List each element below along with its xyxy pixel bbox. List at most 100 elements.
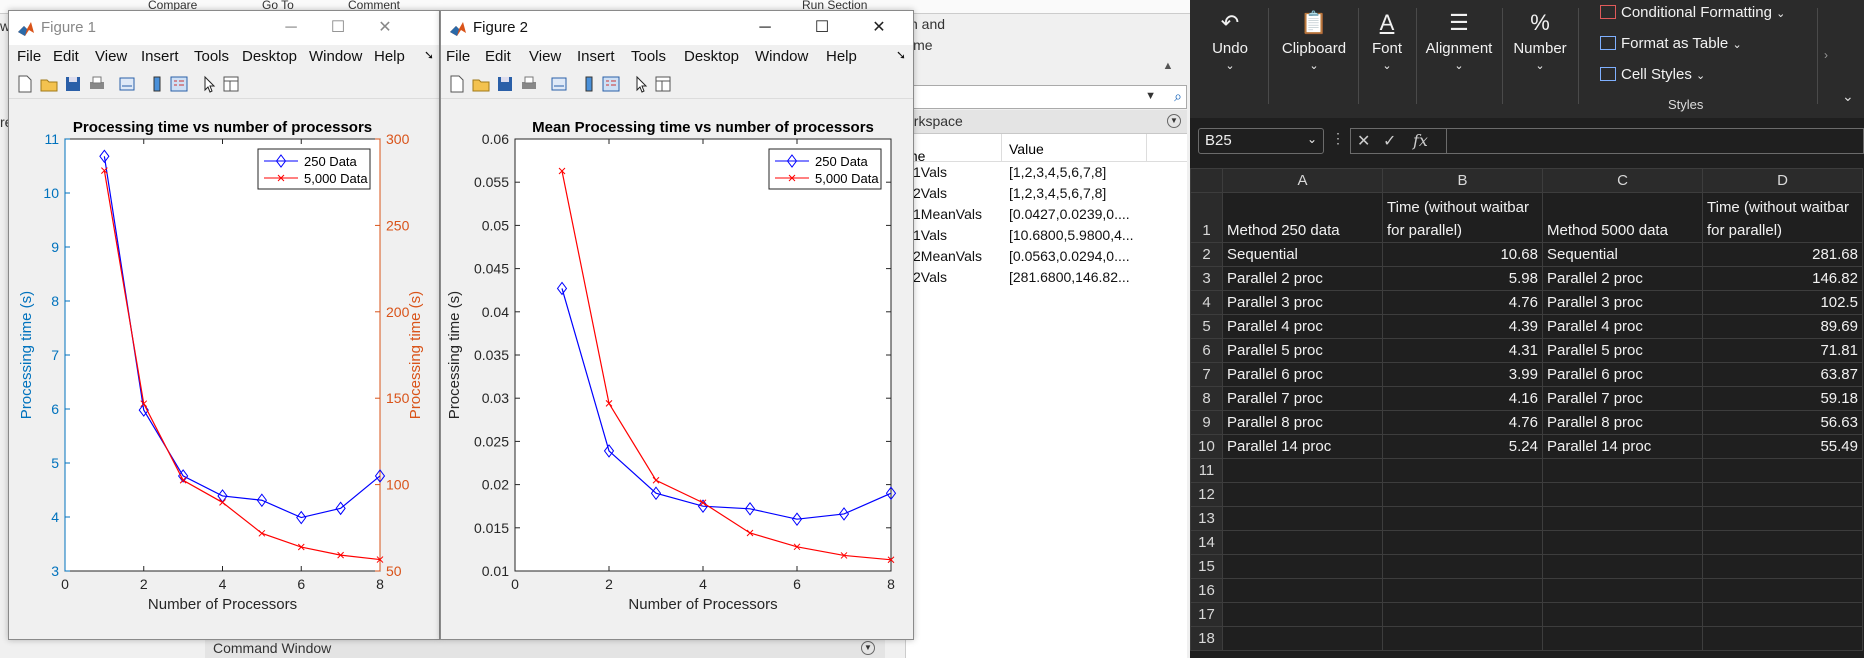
column-header-a[interactable]: A [1222,168,1383,193]
cell[interactable] [1222,458,1383,483]
cell[interactable] [1702,530,1863,555]
cell[interactable]: 3.99 [1382,362,1543,387]
print-icon[interactable] [519,74,539,94]
workspace-row[interactable]: y2Vals [281.6800,146.82... [906,267,1187,288]
menu-edit[interactable]: Edit [53,48,79,65]
search-icon[interactable]: ⌕ [1174,88,1182,104]
menu-desktop[interactable]: Desktop [242,48,298,65]
workspace-row[interactable]: x1Vals [1,2,3,4,5,6,7,8] [906,162,1187,183]
cell[interactable] [1702,506,1863,531]
legend-icon[interactable] [601,74,621,94]
cell[interactable]: Sequential [1222,242,1383,267]
cell[interactable] [1222,506,1383,531]
value-column-header[interactable]: Value [1009,141,1044,157]
cell[interactable]: 5.98 [1382,266,1543,291]
maximize-button[interactable]: ☐ [330,19,346,36]
number-button[interactable]: % Number ⌄ [1506,6,1574,72]
font-button[interactable]: A Font ⌄ [1362,6,1412,72]
open-file-icon[interactable] [39,74,59,94]
cell[interactable]: Parallel 6 proc [1542,362,1703,387]
cell[interactable]: Parallel 3 proc [1542,290,1703,315]
cell[interactable]: Parallel 7 proc [1542,386,1703,411]
link-plot-icon[interactable] [117,74,137,94]
cell[interactable] [1542,626,1703,651]
menu-insert[interactable]: Insert [577,48,615,65]
format-as-table-button[interactable]: Format as Table ⌄ [1600,35,1742,52]
chevron-down-icon[interactable]: ⌄ [1306,132,1317,146]
column-header-b[interactable]: B [1382,168,1543,193]
cell[interactable]: 4.31 [1382,338,1543,363]
cell[interactable]: Parallel 2 proc [1222,266,1383,291]
new-figure-icon[interactable] [15,74,35,94]
minimize-button[interactable]: ─ [285,19,297,36]
cell[interactable] [1702,578,1863,603]
conditional-formatting-button[interactable]: Conditional Formatting ⌄ [1600,4,1785,21]
menu-help[interactable]: Help [374,48,405,65]
column-header-d[interactable]: D [1702,168,1863,193]
column-divider[interactable] [1001,134,1002,162]
more-options-icon[interactable]: ⋮ [1331,130,1345,146]
workspace-row[interactable]: x2Vals [1,2,3,4,5,6,7,8] [906,183,1187,204]
cell[interactable] [1222,482,1383,507]
cell[interactable] [1542,602,1703,627]
comment-button[interactable]: Comment [348,0,401,12]
menu-insert[interactable]: Insert [141,48,179,65]
chart-1[interactable]: Processing time vs number of processors 0… [9,99,439,639]
row-header[interactable]: 17 [1190,602,1223,627]
cell[interactable] [1222,530,1383,555]
cell[interactable] [1382,554,1543,579]
menu-view[interactable]: View [529,48,562,65]
panel-menu-icon[interactable]: ▼ [861,641,875,655]
cell[interactable]: 4.16 [1382,386,1543,411]
minimize-button[interactable]: ─ [759,19,771,36]
cell[interactable] [1382,458,1543,483]
pointer-icon[interactable] [631,74,651,94]
cell[interactable] [1702,602,1863,627]
row-header[interactable]: 10 [1190,434,1223,459]
insert-function-icon[interactable]: fx [1413,131,1428,150]
cell[interactable]: Parallel 6 proc [1222,362,1383,387]
cell[interactable]: 59.18 [1702,386,1863,411]
cell[interactable] [1702,626,1863,651]
ribbon-scroll-right-icon[interactable]: › [1824,48,1828,62]
cell[interactable]: Sequential [1542,242,1703,267]
address-bar[interactable]: ▼ ⌕ [905,85,1187,109]
row-header[interactable]: 4 [1190,290,1223,315]
cell[interactable] [1542,482,1703,507]
property-inspector-icon[interactable] [653,74,673,94]
undo-button[interactable]: ↶ Undo ⌄ [1202,6,1258,72]
row-header[interactable]: 7 [1190,362,1223,387]
print-icon[interactable] [87,74,107,94]
cell[interactable] [1702,554,1863,579]
cell[interactable]: Parallel 2 proc [1542,266,1703,291]
row-header[interactable]: 3 [1190,266,1223,291]
cell[interactable]: 102.5 [1702,290,1863,315]
cell[interactable] [1382,482,1543,507]
compare-button[interactable]: Compare [148,0,198,12]
cell[interactable] [1382,578,1543,603]
command-window-header[interactable]: Command Window ▼ [205,637,885,658]
cell[interactable] [1382,626,1543,651]
cell[interactable]: 56.63 [1702,410,1863,435]
cell[interactable]: Parallel 8 proc [1222,410,1383,435]
save-icon[interactable] [63,74,83,94]
cell-styles-button[interactable]: Cell Styles ⌄ [1600,66,1705,83]
cell[interactable]: 55.49 [1702,434,1863,459]
figure-titlebar[interactable]: Figure 1 ─ ☐ ✕ [9,11,439,45]
cell[interactable] [1542,506,1703,531]
name-box[interactable]: B25 ⌄ [1198,128,1324,154]
cell[interactable]: 89.69 [1702,314,1863,339]
row-header[interactable]: 5 [1190,314,1223,339]
row-header[interactable]: 2 [1190,242,1223,267]
row-header[interactable]: 11 [1190,458,1223,483]
cell[interactable]: Parallel 4 proc [1542,314,1703,339]
cell[interactable] [1542,578,1703,603]
cell[interactable] [1542,458,1703,483]
cell[interactable] [1382,530,1543,555]
cancel-entry-icon[interactable]: ✕ [1357,133,1371,150]
clipboard-button[interactable]: 📋 Clipboard ⌄ [1274,6,1354,72]
menu-tools[interactable]: Tools [631,48,667,65]
cell[interactable]: 146.82 [1702,266,1863,291]
ribbon-expand-icon[interactable]: ⌄ [1842,88,1854,104]
row-header[interactable]: 18 [1190,626,1223,651]
